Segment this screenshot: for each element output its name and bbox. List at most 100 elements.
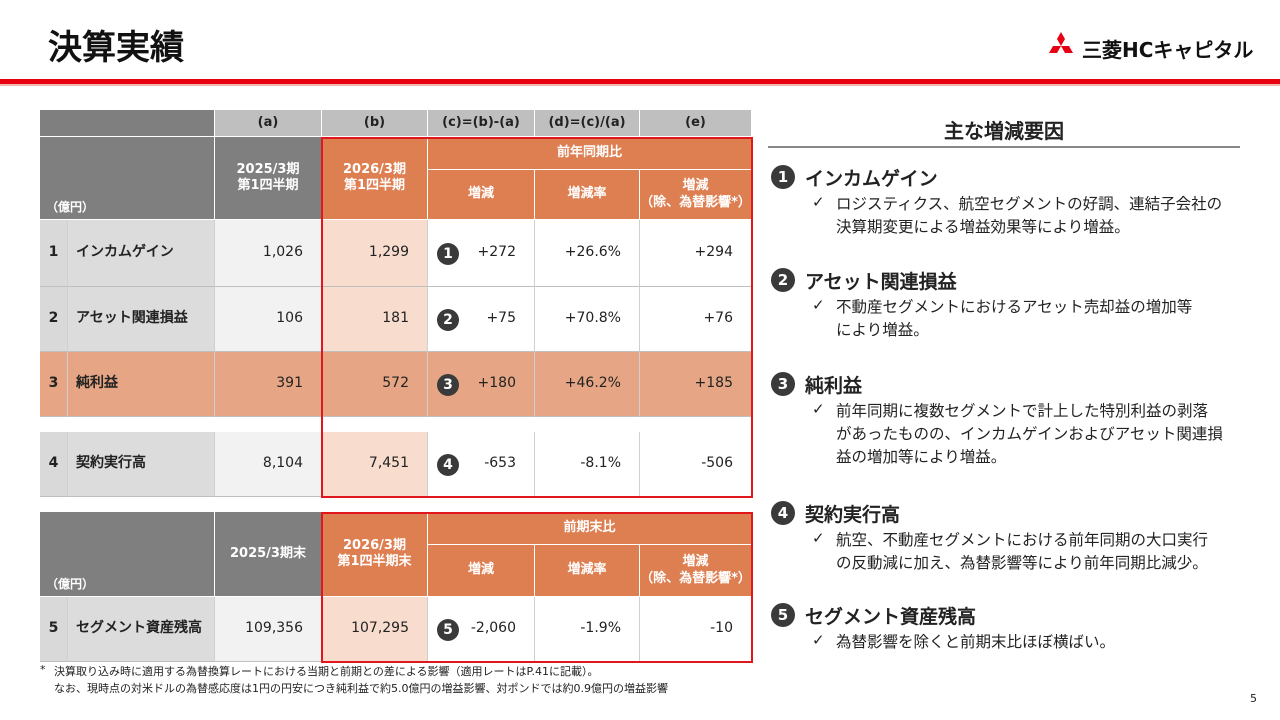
factor-text: があったものの、インカムゲインおよびアセット関連損 [836, 425, 1223, 443]
row-marker: 1 [437, 242, 459, 265]
period-a-header: 2025/3期末 [215, 512, 322, 597]
period-b-header-line: 第1四半期末 [337, 554, 412, 569]
sub-header-line: 増減 [682, 178, 709, 194]
column-letter: (c)=(b)-(a) [428, 110, 535, 137]
row-marker: 5 [437, 618, 459, 641]
factor-text: ロジスティクス、航空セグメントの好調、連結子会社の [836, 195, 1223, 213]
row-label: インカムゲイン [68, 220, 215, 287]
value-d: +26.6% [535, 220, 640, 287]
factor-number: 4 [771, 501, 795, 525]
value-b: 1,299 [322, 220, 428, 287]
row-number: 5 [40, 597, 68, 662]
sub-header-line: 増減 [467, 562, 494, 578]
sub-header-line: （除、為替影響*） [640, 194, 751, 210]
factor-text: 益の増加等により増益。 [836, 448, 1007, 466]
value-e: +294 [640, 220, 752, 287]
period-b-header-line: 第1四半期 [343, 178, 406, 193]
logo-text: 三菱HCキャピタル [1082, 38, 1254, 62]
letter-corner [40, 110, 215, 137]
period-a-header: 2025/3期 第1四半期 [215, 137, 322, 220]
row-label: セグメント資産残高 [68, 597, 215, 662]
factor-text: 航空、不動産セグメントにおける前年同期の大口実行 [836, 531, 1209, 549]
column-letter: (b) [322, 110, 428, 137]
factor-number: 5 [771, 603, 795, 627]
row-marker: 4 [437, 453, 459, 476]
factor-text: 前年同期に複数セグメントで計上した特別利益の剥落 [836, 402, 1209, 420]
sub-header: 増減率 [535, 545, 640, 597]
column-letter: (d)=(c)/(a) [535, 110, 640, 137]
check-mark: ✓ [812, 193, 825, 211]
factor-text: 不動産セグメントにおけるアセット売却益の増加等 [836, 298, 1193, 316]
value-a: 391 [215, 352, 322, 417]
period-b-header-line: 2026/3期 [343, 537, 406, 553]
value-c: +272 [428, 220, 535, 287]
factor-heading: 純利益 [805, 375, 863, 397]
footnote-line: なお、現時点の対米ドルの為替感応度は1円の円安につき純利益で約5.0億円の増益影… [54, 682, 668, 695]
sub-header: 増減 （除、為替影響*） [640, 170, 752, 220]
row-label: 純利益 [68, 352, 215, 417]
sub-header: 増減 （除、為替影響*） [640, 545, 752, 597]
sub-header-line: 増減 [467, 186, 494, 202]
sub-header: 増減 [428, 170, 535, 220]
period-b-header: 2026/3期 第1四半期 [322, 137, 428, 220]
unit-label: （億円） [46, 577, 95, 591]
column-letter: (a) [215, 110, 322, 137]
value-b: 107,295 [322, 597, 428, 662]
factor-heading: セグメント資産残高 [805, 606, 977, 628]
sub-header: 増減 [428, 545, 535, 597]
factor-heading: 契約実行高 [805, 504, 901, 526]
period-a-header-line: 2025/3期 [236, 161, 300, 177]
check-mark: ✓ [812, 400, 825, 418]
period-b-header-line: 2026/3期 [343, 161, 406, 177]
period-b-header: 2026/3期 第1四半期末 [322, 512, 428, 597]
sub-header-line: （除、為替影響*） [640, 570, 751, 586]
row-label: アセット関連損益 [68, 287, 215, 352]
header-rule-shadow [0, 84, 1280, 86]
row-marker: 2 [437, 308, 459, 331]
sub-header-line: 増減 [682, 554, 709, 570]
period-a-header-line: 第1四半期 [237, 178, 299, 193]
check-mark: ✓ [812, 529, 825, 547]
value-b: 7,451 [322, 432, 428, 497]
header-rule [0, 79, 1280, 84]
unit-label: （億円） [46, 200, 95, 214]
sub-header-line: 増減率 [567, 186, 607, 202]
red-box [321, 512, 753, 663]
value-d: -1.9% [535, 597, 640, 662]
value-d: +70.8% [535, 287, 640, 352]
factor-text: により増益。 [836, 321, 929, 339]
factor-text: 為替影響を除くと前期末比ほぼ横ばい。 [836, 633, 1116, 651]
value-d: +46.2% [535, 352, 640, 417]
check-mark: ✓ [812, 631, 825, 649]
row-number: 2 [40, 287, 68, 352]
row-number: 3 [40, 352, 68, 417]
period-a-header-line: 2025/3期末 [230, 545, 306, 561]
value-b: 181 [322, 287, 428, 352]
row-number: 4 [40, 432, 68, 497]
value-a: 109,356 [215, 597, 322, 662]
factor-number: 1 [771, 165, 795, 189]
value-e: +76 [640, 287, 752, 352]
value-a: 106 [215, 287, 322, 352]
red-box [321, 137, 753, 498]
factors-title: 主な増減要因 [944, 119, 1064, 143]
sub-header-line: 増減率 [567, 562, 607, 578]
check-mark: ✓ [812, 296, 825, 314]
factor-number: 3 [771, 372, 795, 396]
group-header: 前年同期比 [428, 137, 752, 170]
factors-rule [768, 146, 1240, 148]
unit-cell: （億円） [40, 512, 215, 597]
value-b: 572 [322, 352, 428, 417]
footnote-line: 決算取り込み時に適用する為替換算レートにおける当期と前期との差による影響（適用レ… [54, 665, 599, 678]
sub-header: 増減率 [535, 170, 640, 220]
row-number: 1 [40, 220, 68, 287]
value-e: +185 [640, 352, 752, 417]
slide-title: 決算実績 [48, 28, 184, 68]
factor-heading: インカムゲイン [805, 168, 938, 190]
row-label: 契約実行高 [68, 432, 215, 497]
logo-mark [1049, 32, 1073, 53]
footnote-mark: * [40, 663, 46, 676]
column-letter: (e) [640, 110, 752, 137]
unit-cell: （億円） [40, 137, 215, 220]
factor-number: 2 [771, 268, 795, 292]
